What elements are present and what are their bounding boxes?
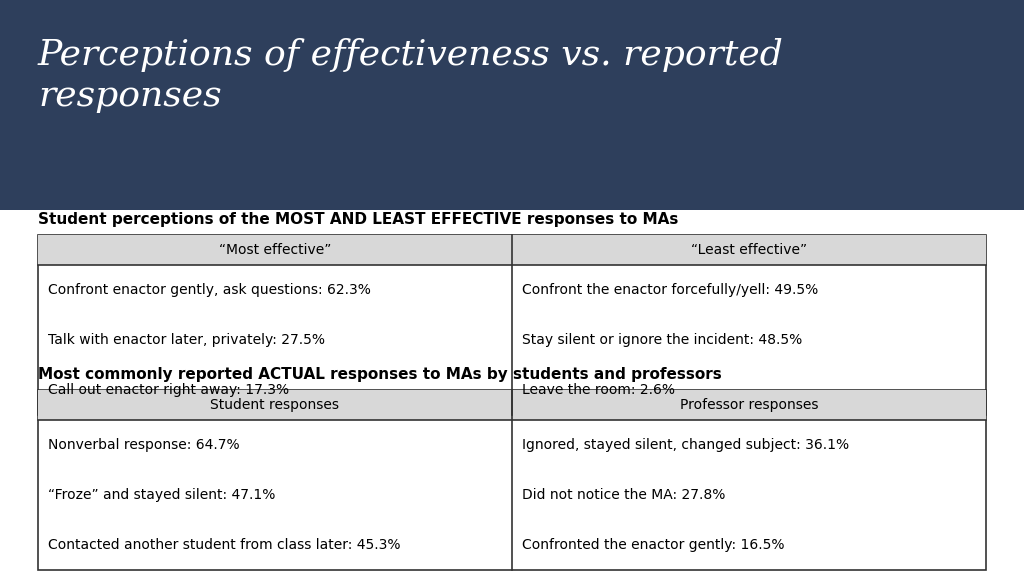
Bar bbox=[38, 235, 986, 265]
Text: Contacted another student from class later: 45.3%: Contacted another student from class lat… bbox=[48, 538, 400, 552]
Text: Did not notice the MA: 27.8%: Did not notice the MA: 27.8% bbox=[522, 488, 725, 502]
Text: Call out enactor right away: 17.3%: Call out enactor right away: 17.3% bbox=[48, 383, 289, 397]
Text: “Froze” and stayed silent: 47.1%: “Froze” and stayed silent: 47.1% bbox=[48, 488, 275, 502]
Text: Confronted the enactor gently: 16.5%: Confronted the enactor gently: 16.5% bbox=[522, 538, 784, 552]
Bar bbox=[0, 0, 1024, 210]
Text: Student perceptions of the MOST AND LEAST EFFECTIVE responses to MAs: Student perceptions of the MOST AND LEAS… bbox=[38, 212, 678, 227]
Text: Confront enactor gently, ask questions: 62.3%: Confront enactor gently, ask questions: … bbox=[48, 283, 371, 297]
Text: Nonverbal response: 64.7%: Nonverbal response: 64.7% bbox=[48, 438, 240, 452]
Text: Professor responses: Professor responses bbox=[680, 398, 818, 412]
Text: “Least effective”: “Least effective” bbox=[691, 243, 807, 257]
Text: Confront the enactor forcefully/yell: 49.5%: Confront the enactor forcefully/yell: 49… bbox=[522, 283, 818, 297]
Text: Leave the room: 2.6%: Leave the room: 2.6% bbox=[522, 383, 675, 397]
Bar bbox=[38, 390, 986, 420]
Text: Most commonly reported ACTUAL responses to MAs by students and professors: Most commonly reported ACTUAL responses … bbox=[38, 367, 722, 382]
Text: “Most effective”: “Most effective” bbox=[219, 243, 331, 257]
Text: Stay silent or ignore the incident: 48.5%: Stay silent or ignore the incident: 48.5… bbox=[522, 333, 802, 347]
Text: Student responses: Student responses bbox=[211, 398, 340, 412]
Text: Talk with enactor later, privately: 27.5%: Talk with enactor later, privately: 27.5… bbox=[48, 333, 325, 347]
Text: Perceptions of effectiveness vs. reported
responses: Perceptions of effectiveness vs. reporte… bbox=[38, 38, 784, 113]
Text: Ignored, stayed silent, changed subject: 36.1%: Ignored, stayed silent, changed subject:… bbox=[522, 438, 849, 452]
Bar bbox=[38, 390, 986, 570]
Bar bbox=[38, 235, 986, 415]
